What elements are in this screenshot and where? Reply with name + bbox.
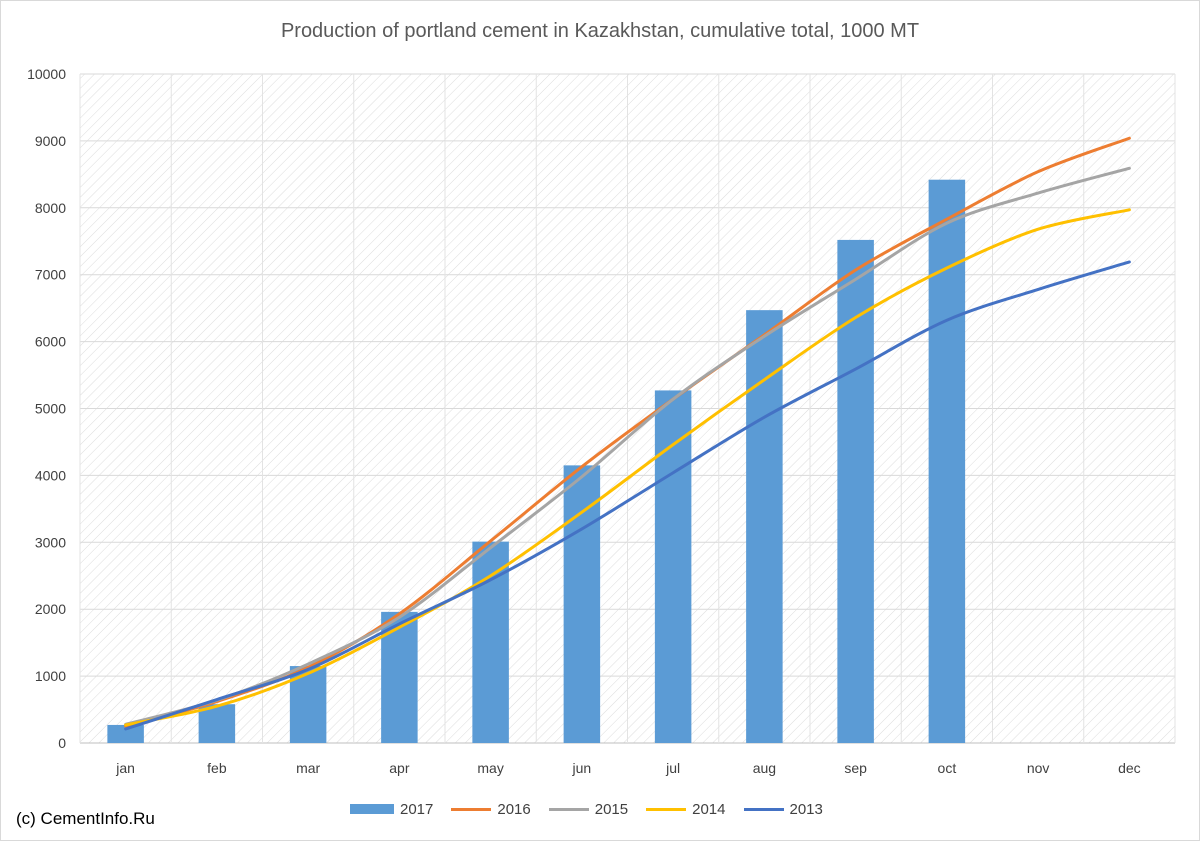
legend-swatch xyxy=(548,807,589,811)
x-tick-label: aug xyxy=(753,760,776,776)
y-tick-label: 7000 xyxy=(35,267,66,283)
x-tick-label: apr xyxy=(389,760,410,776)
legend-item-2017: 2017 xyxy=(350,801,433,818)
y-tick-label: 8000 xyxy=(35,200,66,216)
y-tick-label: 10000 xyxy=(27,66,66,82)
series-line-2016 xyxy=(124,136,1131,728)
y-tick-label: 5000 xyxy=(35,401,66,417)
legend-item-2013: 2013 xyxy=(743,800,823,818)
y-tick-label: 6000 xyxy=(35,334,66,350)
chart-title: Production of portland cement in Kazakhs… xyxy=(280,20,920,42)
legend-label: 2013 xyxy=(789,800,823,818)
legend-label: 2017 xyxy=(400,800,434,818)
legend-swatch xyxy=(743,807,784,811)
legend-item-2015: 2015 xyxy=(548,800,629,818)
legend-label: 2016 xyxy=(497,800,531,818)
bar-2017 xyxy=(563,465,601,743)
y-tick-label: 4000 xyxy=(35,467,66,483)
bar-2017 xyxy=(746,310,783,743)
credit-text: (c) CementInfo.Ru xyxy=(16,809,155,828)
bar-2017 xyxy=(654,390,692,743)
y-tick-label: 1000 xyxy=(35,668,66,684)
y-tick-label: 0 xyxy=(58,735,66,751)
legend-swatch xyxy=(646,807,687,811)
x-tick-label: mar xyxy=(296,760,320,776)
bar-2017 xyxy=(928,179,966,743)
legend-item-2014: 2014 xyxy=(646,800,726,818)
x-tick-label: sep xyxy=(844,760,867,776)
legend-item-2016: 2016 xyxy=(451,800,531,818)
x-tick-label: feb xyxy=(207,760,227,776)
series-line-2015 xyxy=(124,166,1131,726)
x-tick-label: may xyxy=(477,760,503,776)
y-tick-label: 3000 xyxy=(35,534,66,550)
legend-label: 2014 xyxy=(692,800,726,818)
x-tick-label: jan xyxy=(115,760,135,776)
y-tick-label: 2000 xyxy=(35,601,66,617)
series-line-2013 xyxy=(124,260,1131,731)
y-tick-label: 9000 xyxy=(35,133,66,149)
x-tick-label: dec xyxy=(1118,760,1141,776)
x-tick-label: jun xyxy=(572,760,592,776)
x-tick-label: jul xyxy=(665,760,680,776)
series-line-2014 xyxy=(124,208,1131,727)
legend-swatch xyxy=(451,807,492,811)
x-tick-label: nov xyxy=(1027,760,1050,776)
bar-2017 xyxy=(837,239,874,744)
chart-legend: 2017 2016 2015 2014 2013 xyxy=(350,799,841,819)
legend-swatch xyxy=(350,804,394,814)
x-tick-label: oct xyxy=(938,760,957,776)
bar-2017 xyxy=(107,724,144,743)
legend-label: 2015 xyxy=(594,800,629,818)
